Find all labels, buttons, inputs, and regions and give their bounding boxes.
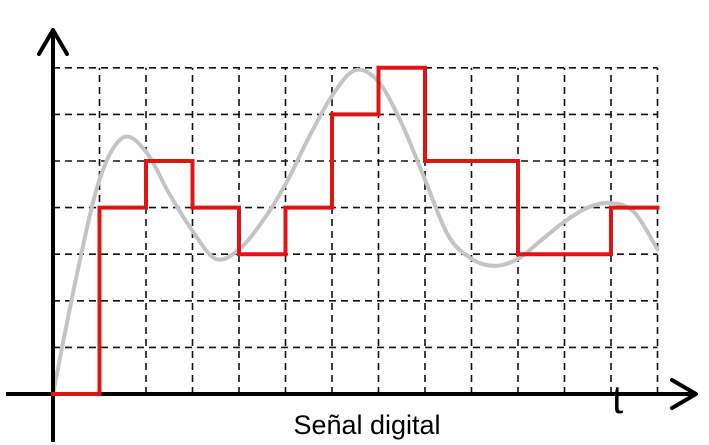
- x-axis-label: t: [612, 378, 623, 422]
- analog-signal-curve: [51, 67, 660, 396]
- y-axis-arrow-icon: [37, 28, 69, 56]
- diagram-caption: Señal digital: [293, 410, 440, 440]
- axes: [6, 28, 698, 442]
- digital-signal-steps: [51, 65, 660, 396]
- dashed-grid: [53, 67, 659, 394]
- x-axis-arrow-icon: [670, 378, 698, 410]
